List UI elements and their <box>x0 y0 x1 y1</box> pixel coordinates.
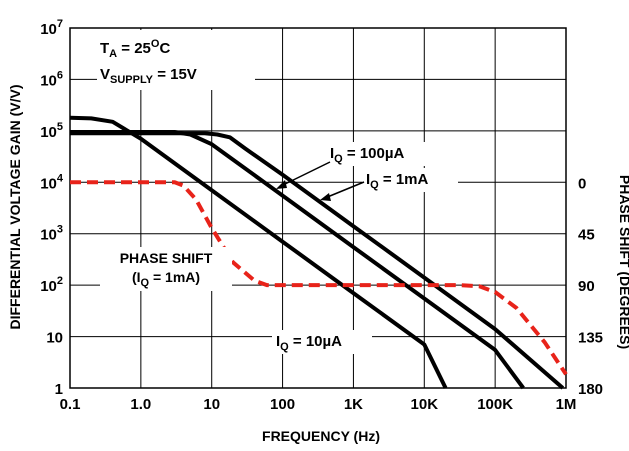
y-tick-label: 107 <box>40 18 63 38</box>
x-tick-label: 0.1 <box>60 396 81 413</box>
series-label-iq100ua: IQ = 100µA <box>330 145 404 165</box>
y-tick-label: 10 <box>46 330 63 347</box>
y-tick-label: 1 <box>55 381 63 398</box>
plot-frame <box>69 27 567 389</box>
series-line-phase <box>70 180 568 376</box>
label-bg-100ua <box>327 142 449 166</box>
y2-axis-title: PHASE SHIFT (DEGREES) <box>617 175 629 349</box>
series-line-iq10ua <box>69 115 448 389</box>
y-tick-label: 102 <box>40 275 63 295</box>
x-tick-label: 1.0 <box>130 396 151 413</box>
y2-tick-label: 180 <box>578 381 603 398</box>
y2-tick-label: 90 <box>578 278 595 295</box>
label-bg-1ma <box>362 168 458 192</box>
y-axis-title: DIFFERENTIAL VOLTAGE GAIN (V/V) <box>7 85 23 330</box>
pointer-iq1ma <box>324 181 365 199</box>
x-tick-label: 10K <box>411 396 439 413</box>
pointer-iq100ua <box>280 161 331 187</box>
y2-tick-label: 0 <box>578 175 586 192</box>
annotations: TA = 25OC VSUPPLY = 15V IQ = 100µA IQ = … <box>97 30 458 354</box>
curves <box>69 115 568 390</box>
plot-border <box>69 27 567 389</box>
y-tick-label: 103 <box>40 224 63 244</box>
y-tick-label: 105 <box>40 121 63 141</box>
y-tick-label: 106 <box>40 69 63 89</box>
ta-condition: TA = 25OC <box>100 38 170 60</box>
series-label-iq10ua: IQ = 10µA <box>276 333 342 353</box>
vsupply-condition: VSUPPLY = 15V <box>100 66 197 86</box>
x-axis-title: FREQUENCY (Hz) <box>262 428 380 444</box>
tick-labels: 0.1 1.0 10 100 1K 10K 100K 1M 1 10 102 103 104 105 106… <box>40 18 603 413</box>
pointer-head-iq100ua <box>276 180 287 189</box>
x-tick-label: 100K <box>477 396 513 413</box>
x-tick-label: 1M <box>556 396 577 413</box>
x-tick-label: 10 <box>203 396 220 413</box>
conditions-box <box>97 30 255 90</box>
y-tick-label: 104 <box>40 172 64 192</box>
pointer-head-iq1ma <box>320 193 331 201</box>
x-tick-label: 1K <box>344 396 363 413</box>
y2-tick-label: 135 <box>578 330 603 347</box>
series-label-phase-line2: (IQ = 1mA) <box>132 269 200 289</box>
x-tick-label: 100 <box>270 396 295 413</box>
label-bg-phase <box>100 247 232 291</box>
y2-tick-label: 45 <box>578 227 595 244</box>
series-label-iq1ma: IQ = 1mA <box>366 171 429 191</box>
series-line-iq1ma <box>70 131 565 390</box>
label-bg-10ua <box>272 330 372 354</box>
series-label-phase-line1: PHASE SHIFT <box>120 250 213 266</box>
